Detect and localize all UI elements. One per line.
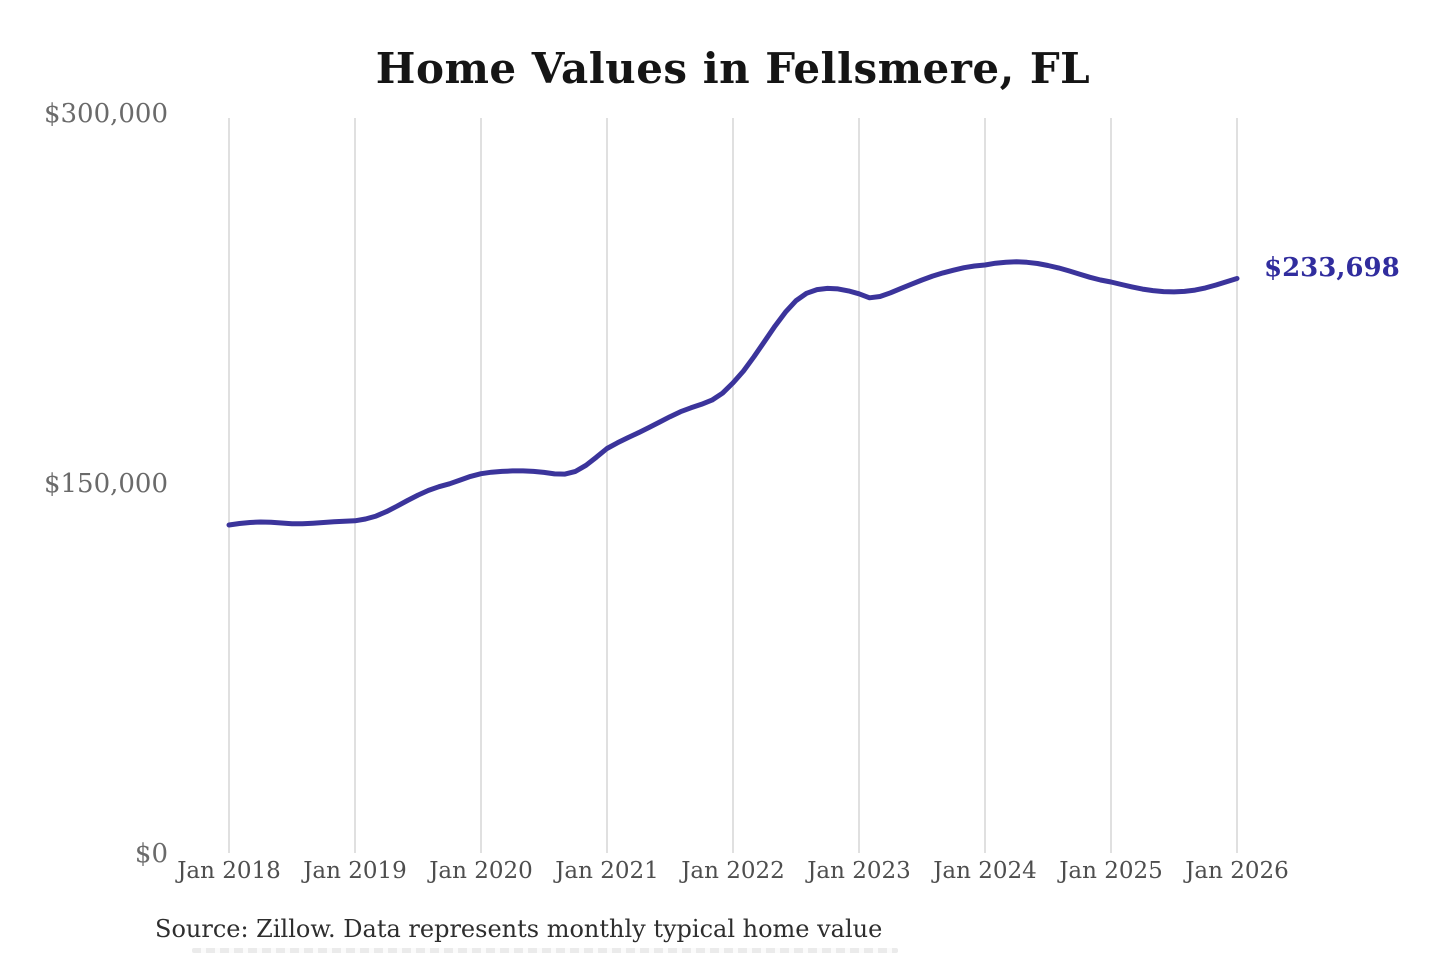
- x-axis-tick-label: Jan 2020: [429, 858, 533, 884]
- x-axis-tick-label: Jan 2024: [933, 858, 1037, 884]
- x-axis-tick-label: Jan 2021: [555, 858, 659, 884]
- latest-value-label: $233,698: [1264, 253, 1400, 283]
- x-axis-tick-label: Jan 2026: [1185, 858, 1289, 884]
- x-axis-tick-label: Jan 2022: [681, 858, 785, 884]
- source-note: Source: Zillow. Data represents monthly …: [155, 915, 883, 943]
- y-axis-tick-label: $0: [134, 839, 168, 869]
- home-value-series-line: [226, 259, 1240, 528]
- cropped-text-remnant: [192, 948, 898, 953]
- x-axis-tick-label: Jan 2023: [807, 858, 911, 884]
- x-axis-tick-label: Jan 2018: [177, 858, 281, 884]
- chart-title: Home Values in Fellsmere, FL: [375, 44, 1091, 93]
- y-axis-tick-label: $300,000: [43, 99, 168, 129]
- x-axis-tick-label: Jan 2019: [303, 858, 407, 884]
- x-axis-tick-label: Jan 2025: [1059, 858, 1163, 884]
- y-axis-tick-label: $150,000: [43, 469, 168, 499]
